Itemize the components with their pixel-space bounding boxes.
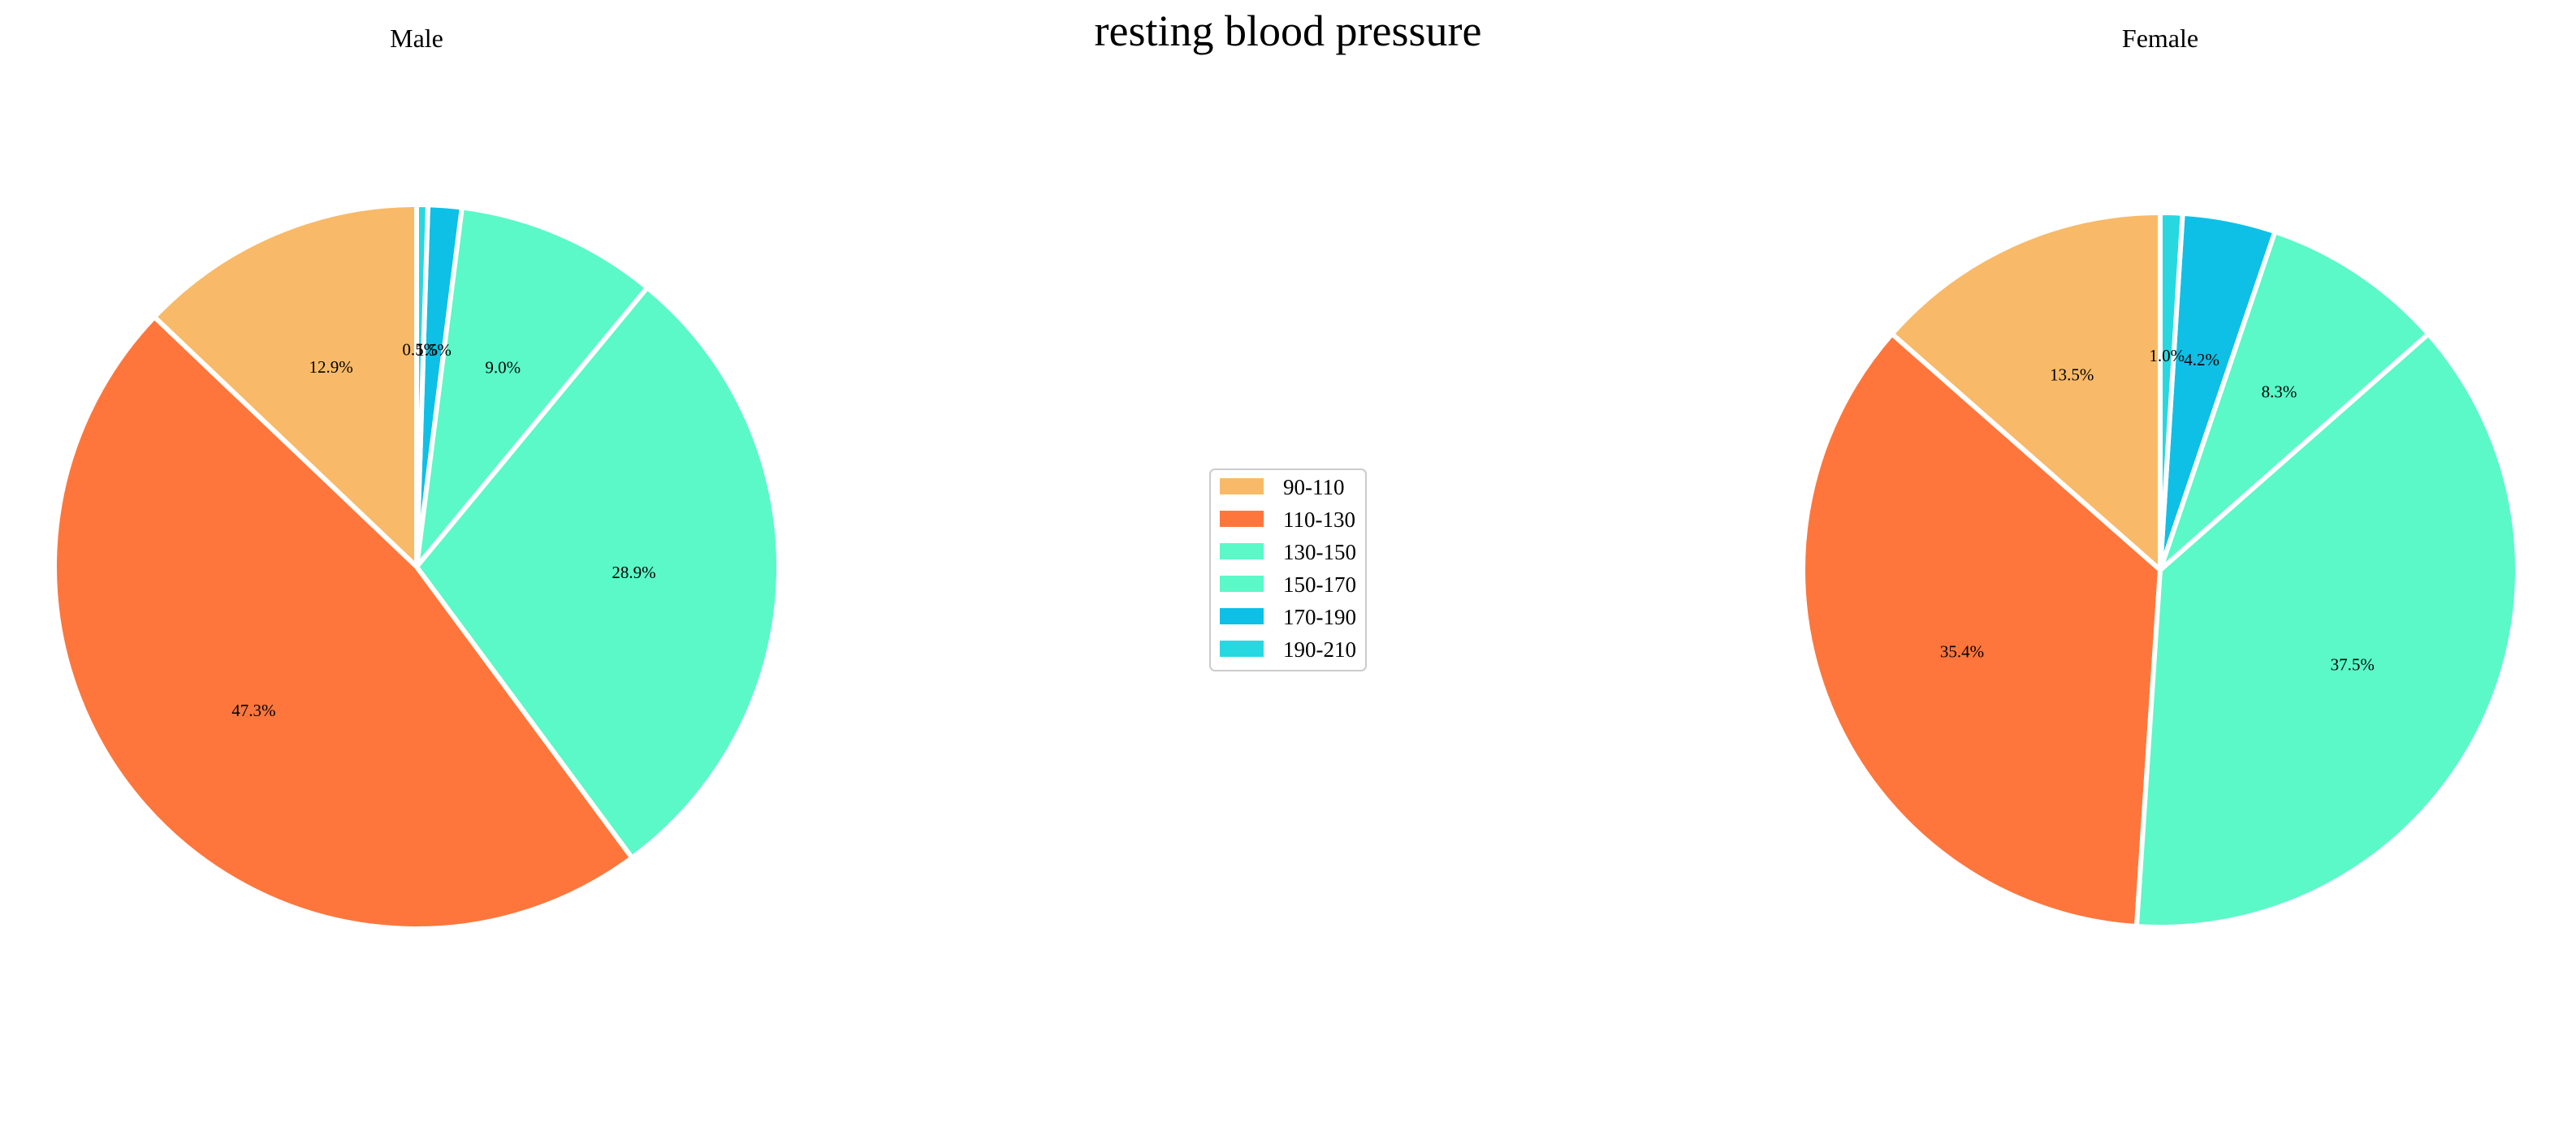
pie-female-slice-190-210 [2158, 210, 2185, 572]
pie-female-label-170-190: 4.2% [2184, 350, 2219, 369]
chart-title: resting blood pressure [1095, 6, 1482, 55]
pie-female-slice-130-150 [2133, 331, 2520, 930]
pie-female-slice-150-170 [2158, 229, 2431, 572]
pie-female-label-110-130: 35.4% [1940, 642, 1984, 662]
pie-female: Female 13.5% 35.4% 37.5% 8.3% 4.2%1.0% [1800, 24, 2520, 930]
legend: 90-110 110-130 130-150 150-170 170-190 190-21… [1209, 468, 1367, 671]
pie-male-slice-150-170 [414, 205, 650, 569]
pie-male-slice-90-110 [152, 202, 419, 569]
legend-swatch-130-150 [1220, 543, 1264, 559]
legend-label-150-170: 150-170 [1283, 572, 1356, 597]
pie-female-slice-90-110 [1889, 210, 2163, 572]
pie-male-label-170-190: 1.5% [416, 340, 452, 360]
pie-male-slice-130-150 [414, 285, 781, 861]
legend-label-90-110: 90-110 [1283, 475, 1345, 499]
pie-male-slice-110-130 [52, 314, 635, 931]
legend-label-110-130: 110-130 [1283, 507, 1355, 532]
pie-female-label-150-170: 8.3% [2262, 382, 2297, 401]
pie-male: Male 12.9% 47.3% 28.9% 9.0% 1.5%0.5% [52, 24, 781, 931]
pie-male-title: Male [390, 24, 443, 53]
legend-swatch-170-190 [1220, 608, 1264, 624]
pie-male-label-90-110: 12.9% [309, 357, 352, 377]
legend-swatch-90-110 [1220, 478, 1264, 494]
pie-male-label-130-150: 28.9% [612, 563, 655, 582]
legend-swatch-190-210 [1220, 641, 1264, 657]
legend-label-130-150: 130-150 [1283, 540, 1356, 564]
pie-male-slice-190-210 [414, 202, 430, 569]
legend-label-170-190: 170-190 [1283, 605, 1356, 629]
pie-female-label-130-150: 37.5% [2331, 655, 2375, 675]
pie-female-title: Female [2122, 24, 2198, 53]
legend-swatch-110-130 [1220, 511, 1264, 527]
pie-female-label-190-210: 1.0% [2149, 346, 2185, 365]
pie-female-slice-110-130 [1800, 331, 2163, 930]
pie-male-label-110-130: 47.3% [231, 701, 275, 720]
pie-female-label-90-110: 13.5% [2050, 365, 2094, 384]
legend-swatch-150-170 [1220, 576, 1264, 592]
pie-male-label-190-210: 0.5% [402, 339, 438, 359]
legend-label-190-210: 190-210 [1283, 637, 1356, 662]
pie-male-label-150-170: 9.0% [485, 357, 521, 377]
